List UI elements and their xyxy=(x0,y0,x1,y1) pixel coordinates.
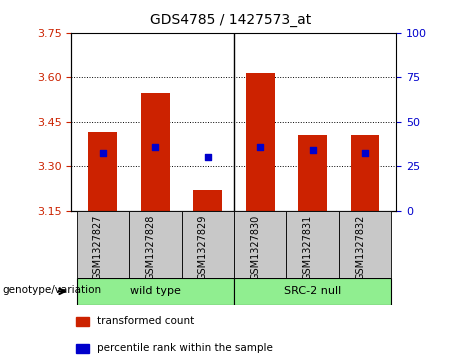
Point xyxy=(256,144,264,150)
Bar xyxy=(193,190,222,211)
Bar xyxy=(89,132,117,211)
Text: transformed count: transformed count xyxy=(97,316,194,326)
Bar xyxy=(339,211,391,278)
Text: GSM1327830: GSM1327830 xyxy=(250,215,260,280)
Point xyxy=(204,154,212,160)
Text: wild type: wild type xyxy=(130,286,181,296)
Bar xyxy=(77,211,129,278)
Bar xyxy=(129,211,182,278)
Bar xyxy=(351,135,379,211)
Point xyxy=(361,150,369,156)
Point xyxy=(99,150,106,156)
Bar xyxy=(182,211,234,278)
Text: genotype/variation: genotype/variation xyxy=(2,285,101,295)
Bar xyxy=(141,93,170,211)
Point xyxy=(152,144,159,150)
Text: GSM1327828: GSM1327828 xyxy=(145,215,155,280)
Point xyxy=(309,147,316,153)
Bar xyxy=(298,135,327,211)
Bar xyxy=(77,278,234,305)
Text: SRC-2 null: SRC-2 null xyxy=(284,286,341,296)
Bar xyxy=(234,211,286,278)
Text: percentile rank within the sample: percentile rank within the sample xyxy=(97,343,273,354)
Text: GDS4785 / 1427573_at: GDS4785 / 1427573_at xyxy=(150,13,311,27)
Text: GSM1327831: GSM1327831 xyxy=(302,215,313,280)
Bar xyxy=(286,211,339,278)
Bar xyxy=(234,278,391,305)
Text: GSM1327832: GSM1327832 xyxy=(355,215,365,280)
Bar xyxy=(246,73,275,211)
Text: GSM1327829: GSM1327829 xyxy=(198,215,208,280)
Text: GSM1327827: GSM1327827 xyxy=(93,215,103,280)
